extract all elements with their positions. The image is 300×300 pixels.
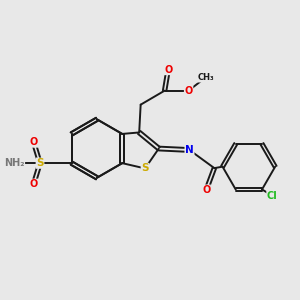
Text: S: S: [141, 164, 149, 173]
Text: O: O: [29, 137, 38, 147]
Text: N: N: [185, 145, 194, 155]
Text: O: O: [184, 85, 193, 96]
Text: O: O: [202, 185, 210, 195]
Text: Cl: Cl: [267, 191, 278, 201]
Text: NH₂: NH₂: [4, 158, 25, 168]
Text: CH₃: CH₃: [197, 73, 214, 82]
Text: S: S: [36, 158, 44, 168]
Text: O: O: [29, 179, 38, 189]
Text: O: O: [164, 64, 172, 75]
